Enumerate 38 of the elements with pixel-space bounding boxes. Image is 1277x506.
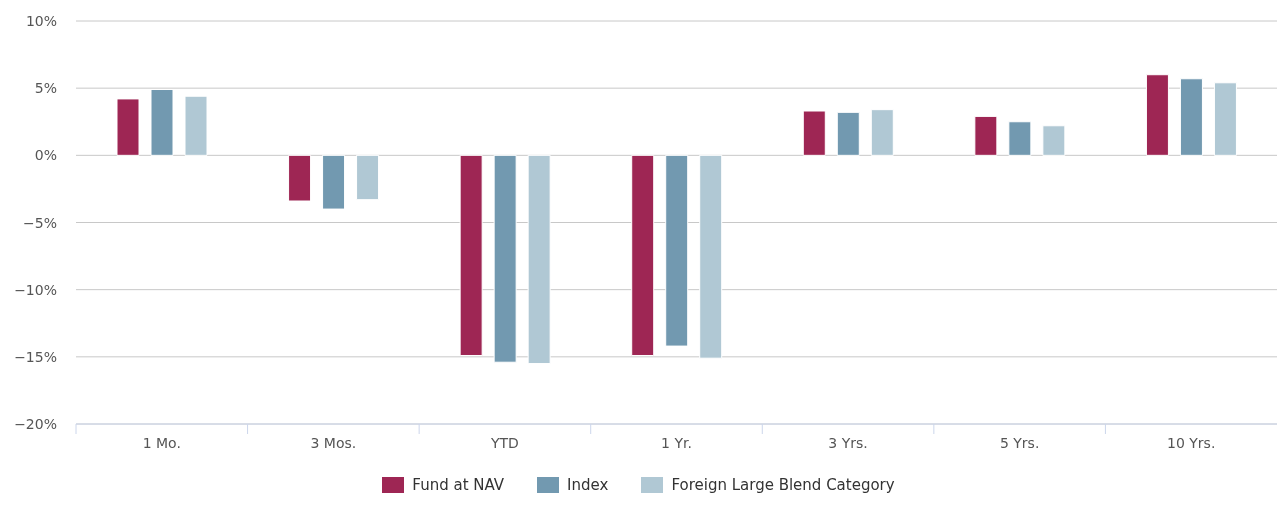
bar (459, 154, 483, 356)
y-tick-label: 5% (34, 80, 57, 97)
y-tick-label: −5% (23, 214, 57, 231)
bar (322, 154, 346, 210)
bar (288, 154, 312, 202)
y-tick-label: −10% (14, 281, 57, 298)
x-tick-label: 3 Mos. (310, 435, 357, 451)
bar (356, 154, 380, 201)
bar (665, 154, 689, 347)
bar (802, 110, 826, 156)
bar (1145, 74, 1169, 156)
bar (184, 95, 208, 156)
bar (116, 98, 140, 156)
x-tick-label: 10 Yrs. (1167, 435, 1216, 451)
legend-label: Fund at NAV (412, 476, 505, 494)
bar (870, 109, 894, 156)
bar (974, 115, 998, 156)
y-tick-label: −20% (14, 416, 57, 432)
bar (699, 154, 723, 359)
x-tick-label: 3 Yrs. (828, 435, 868, 451)
bar (150, 89, 174, 156)
x-tick-label: 1 Yr. (661, 435, 692, 451)
legend-label: Foreign Large Blend Category (671, 476, 895, 494)
bar (1179, 78, 1203, 156)
x-tick-label: YTD (489, 435, 519, 451)
x-tick-label: 1 Mo. (142, 435, 181, 451)
x-tick-label: 5 Yrs. (999, 435, 1040, 451)
y-tick-label: 0% (34, 147, 57, 164)
bar (1008, 121, 1032, 156)
bar (1042, 125, 1066, 156)
bar (836, 111, 860, 156)
bar (527, 154, 551, 365)
legend-label: Index (567, 476, 609, 494)
bar (631, 154, 655, 356)
y-tick-label: 10% (25, 13, 57, 29)
bar (1213, 82, 1237, 156)
y-tick-label: −15% (14, 348, 57, 365)
bar (493, 154, 517, 363)
